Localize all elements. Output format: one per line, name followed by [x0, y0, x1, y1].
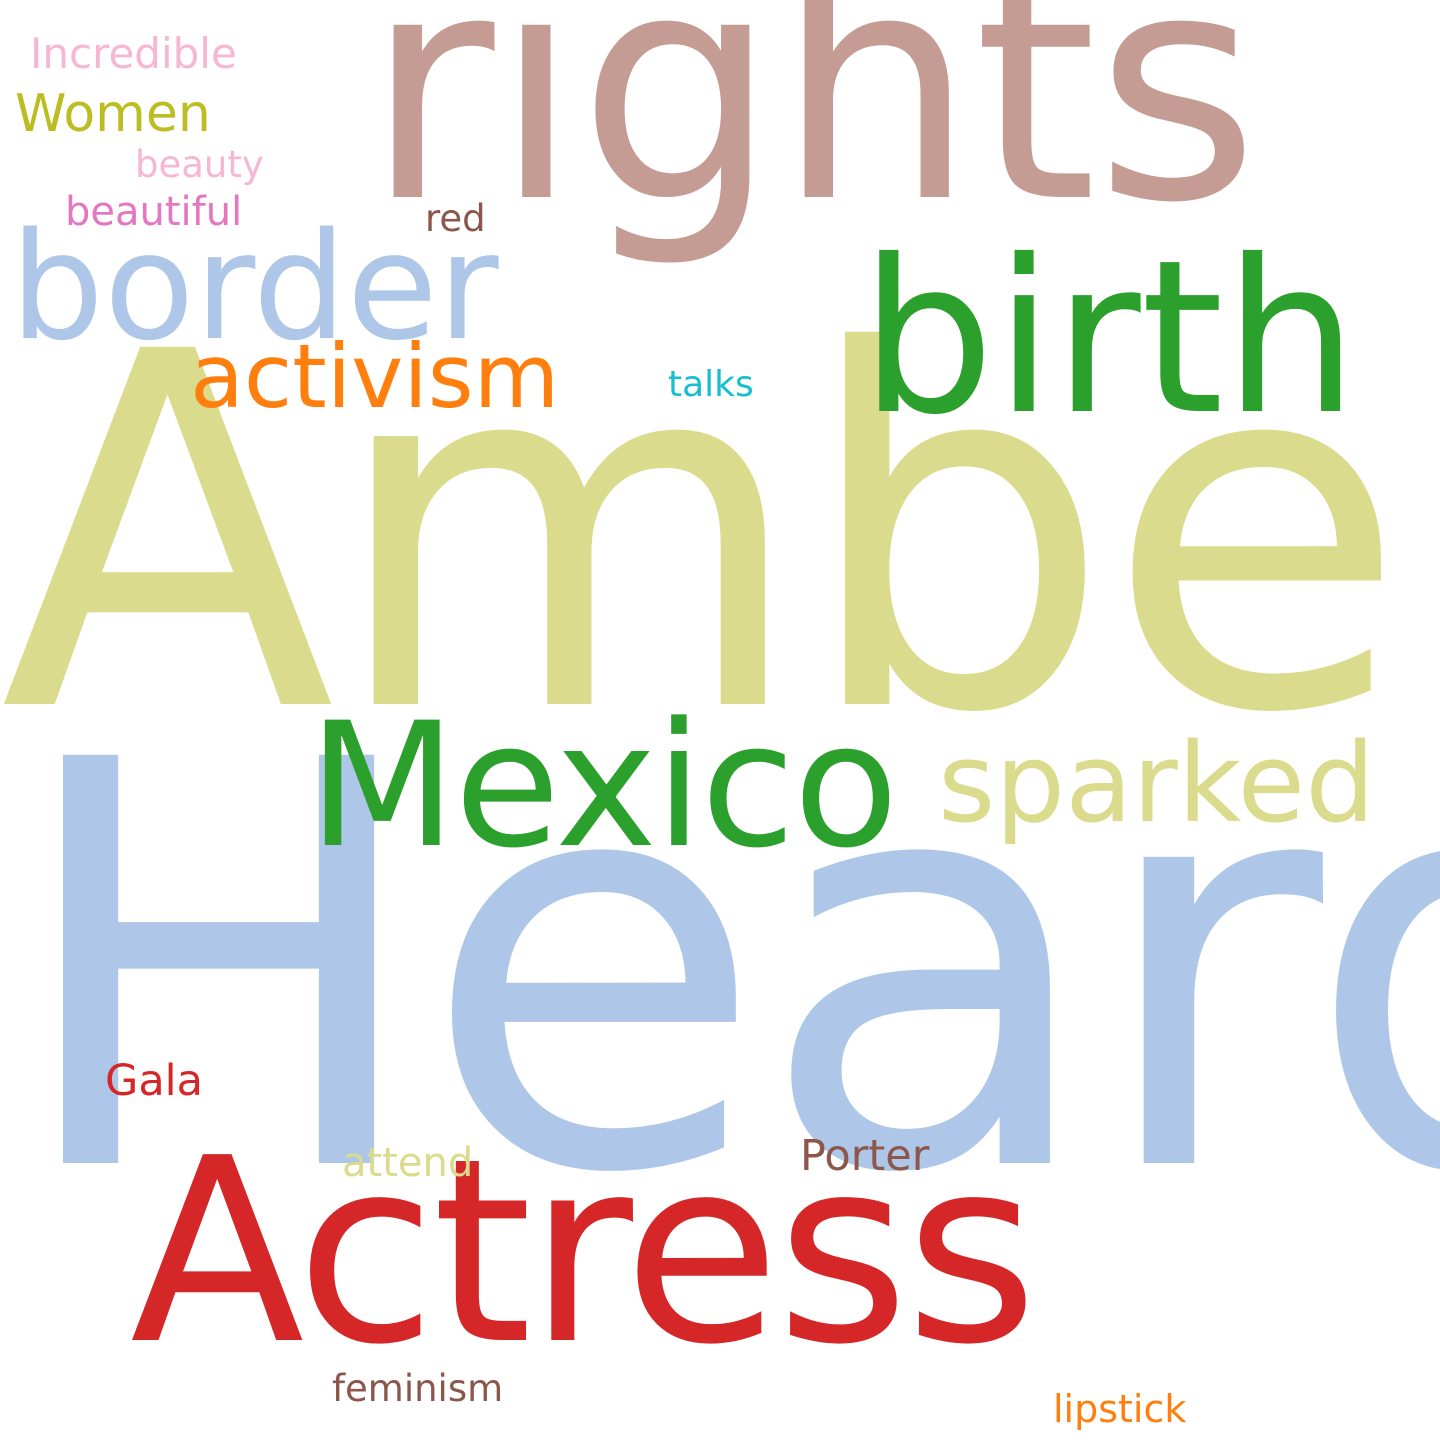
word-rights: rights [365, 0, 1259, 272]
word-feminism: feminism [332, 1367, 504, 1410]
word-women: Women [15, 84, 211, 144]
word-lipstick: lipstick [1053, 1387, 1187, 1431]
word-amber: Amber [0, 249, 1440, 820]
word-incredible: Incredible [30, 29, 237, 78]
word-heard: Heard [8, 644, 1440, 1296]
word-beauty: beauty [135, 143, 264, 186]
word-beautiful: beautiful [65, 189, 243, 235]
word-talks: talks [668, 364, 754, 405]
word-activism: activism [190, 325, 560, 428]
word-birth: birth [860, 214, 1359, 461]
word-border: border [10, 201, 499, 373]
word-gala: Gala [105, 1056, 203, 1106]
word-sparked: sparked [938, 719, 1376, 847]
word-actress: Actress [130, 1104, 1038, 1401]
word-attend: attend [342, 1140, 474, 1186]
word-mexico: Mexico [308, 685, 899, 886]
word-porter: Porter [800, 1131, 930, 1181]
word-red: red [425, 197, 486, 240]
